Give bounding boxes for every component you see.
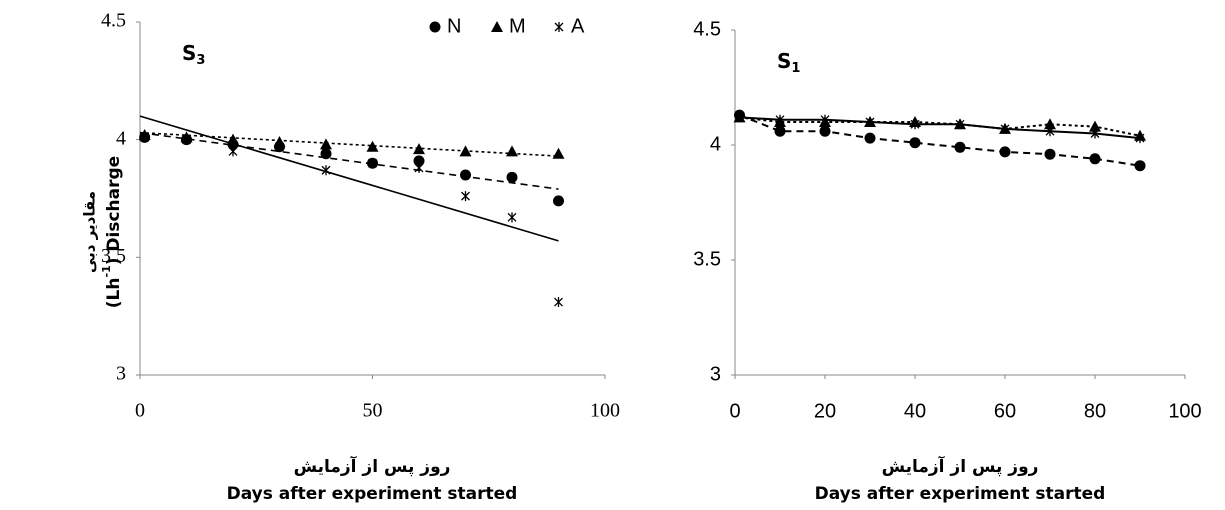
marker-triangle bbox=[552, 147, 565, 159]
marker-triangle bbox=[459, 145, 472, 157]
y-tick-label: 4 bbox=[710, 133, 721, 155]
legend-label: M bbox=[509, 15, 526, 37]
marker-circle bbox=[320, 148, 332, 160]
marker-star bbox=[554, 297, 563, 308]
marker-circle bbox=[1134, 160, 1146, 172]
y-tick-label: 3.5 bbox=[101, 245, 126, 267]
marker-star bbox=[910, 119, 920, 130]
panel-title: S3 bbox=[182, 41, 205, 68]
marker-star bbox=[820, 114, 830, 125]
marker-star bbox=[321, 165, 331, 176]
marker-triangle bbox=[366, 140, 379, 152]
marker-circle bbox=[819, 125, 831, 137]
marker-triangle bbox=[413, 143, 425, 155]
x-tick-label: 20 bbox=[814, 400, 836, 422]
marker-circle bbox=[909, 137, 921, 149]
legend-label: N bbox=[447, 15, 461, 37]
marker-star bbox=[228, 146, 238, 157]
trend-line bbox=[139, 131, 559, 157]
x-axis-label: Days after experiment started bbox=[815, 484, 1106, 504]
x-tick-label: 60 bbox=[994, 400, 1016, 422]
marker-star bbox=[865, 117, 875, 127]
marker-star bbox=[1000, 123, 1010, 134]
x-axis-label: Days after experiment started bbox=[227, 484, 518, 504]
marker-triangle bbox=[1089, 120, 1101, 132]
marker-circle bbox=[1089, 153, 1101, 165]
marker-star bbox=[775, 114, 785, 125]
x-axis-label: روز پس از آزمایش bbox=[882, 455, 1039, 477]
marker-star bbox=[275, 141, 284, 152]
y-tick-label: 3.5 bbox=[693, 248, 721, 270]
x-tick-label: 0 bbox=[729, 400, 740, 422]
trend-line bbox=[139, 115, 559, 242]
marker-star bbox=[1135, 133, 1145, 144]
x-tick-label: 50 bbox=[363, 400, 383, 422]
marker-circle bbox=[1044, 148, 1056, 160]
marker-circle bbox=[553, 195, 564, 207]
marker-circle bbox=[999, 146, 1011, 158]
marker-star bbox=[1045, 126, 1055, 137]
marker-star bbox=[182, 134, 191, 145]
legend-marker bbox=[554, 22, 564, 32]
x-tick-label: 100 bbox=[590, 400, 620, 422]
marker-triangle bbox=[227, 133, 239, 145]
y-label-sup: -1 bbox=[100, 265, 113, 277]
title-main: S bbox=[182, 41, 196, 65]
trend-line bbox=[139, 131, 559, 190]
y-axis-label: مقادیر دبی(Lh-1) Discharge bbox=[81, 156, 125, 308]
series-line bbox=[739, 114, 1141, 167]
marker-circle bbox=[413, 155, 425, 167]
marker-star bbox=[1090, 128, 1100, 139]
x-tick-label: 0 bbox=[135, 400, 145, 422]
marker-circle bbox=[954, 141, 966, 153]
marker-triangle bbox=[506, 145, 518, 157]
x-tick-label: 80 bbox=[1084, 400, 1106, 422]
marker-circle bbox=[864, 132, 876, 144]
y-label-part: ) Discharge bbox=[104, 156, 124, 265]
marker-triangle bbox=[320, 138, 332, 150]
y-label-fa: مقادیر دبی bbox=[81, 191, 99, 273]
title-main: S bbox=[777, 49, 791, 73]
series-line bbox=[739, 116, 1141, 140]
x-axis-label: روز پس از آزمایش bbox=[294, 455, 451, 477]
marker-circle bbox=[460, 169, 471, 181]
x-tick-label: 40 bbox=[904, 400, 926, 422]
marker-star bbox=[461, 191, 470, 202]
marker-circle bbox=[506, 171, 518, 183]
legend-marker bbox=[429, 21, 441, 33]
y-tick-label: 4 bbox=[116, 127, 126, 149]
y-tick-label: 4.5 bbox=[101, 10, 126, 32]
y-tick-label: 4.5 bbox=[693, 18, 721, 40]
title-sub: 3 bbox=[196, 53, 205, 68]
marker-star bbox=[955, 119, 965, 130]
y-label-en: (Lh-1) Discharge bbox=[100, 156, 124, 308]
marker-star bbox=[735, 112, 744, 123]
legend-label: A bbox=[571, 15, 585, 37]
legend-marker bbox=[491, 21, 503, 32]
y-tick-label: 3 bbox=[116, 363, 126, 385]
series-line bbox=[739, 116, 1141, 137]
y-tick-label: 3 bbox=[710, 363, 721, 385]
panel-title: S1 bbox=[777, 49, 800, 76]
marker-star bbox=[140, 132, 150, 143]
y-label-part: (Lh bbox=[104, 278, 124, 309]
marker-star bbox=[368, 158, 377, 169]
x-tick-label: 100 bbox=[1168, 400, 1201, 422]
marker-star bbox=[414, 162, 424, 173]
marker-star bbox=[507, 212, 517, 223]
title-sub: 1 bbox=[791, 61, 800, 76]
marker-triangle bbox=[1044, 118, 1056, 130]
marker-circle bbox=[774, 125, 786, 137]
